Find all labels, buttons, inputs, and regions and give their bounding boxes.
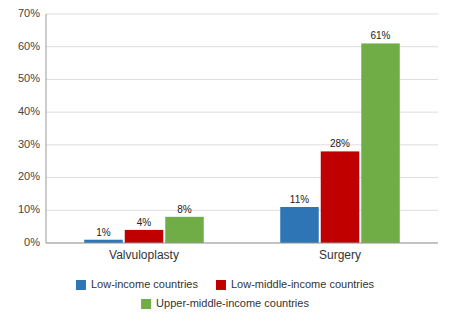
legend-swatch [216,280,226,290]
legend-item: Upper-middle-income countries [141,297,309,309]
bar [361,43,400,243]
x-axis-line [46,243,438,244]
data-label: 1% [96,227,111,238]
data-label: 61% [370,30,390,41]
data-label: 4% [137,217,152,228]
y-tick-label: 50% [18,72,40,84]
bar [125,230,164,243]
legend-swatch [141,299,151,309]
data-label: 28% [330,138,350,149]
legend-swatch [76,280,86,290]
legend-label: Upper-middle-income countries [156,297,309,309]
bar [165,217,204,243]
legend-label: Low-middle-income countries [231,278,375,290]
legend-label: Low-income countries [91,278,198,290]
legend-item: Low-income countries [76,278,198,290]
x-tick-label: Surgery [319,248,361,262]
data-labels: 1% 11% 4% 28% 8% 61% [96,30,390,237]
y-tick-label: 0% [24,236,40,248]
grid [46,14,438,243]
chart: 0% 10% 20% 30% 40% 50% 60% 70% 1% 11% 4% 28% 8% 61% Va… [0,0,450,327]
grid-line [46,14,438,15]
bar [280,207,319,243]
bar [321,151,360,243]
y-tick-label: 60% [18,40,40,52]
y-tick-label: 40% [18,105,40,117]
y-tick-label: 30% [18,138,40,150]
data-label: 11% [290,194,309,205]
legend: Low-income countries Low-middle-income co… [76,278,375,309]
y-tick-label: 70% [18,7,40,19]
y-tick-label: 20% [18,170,40,182]
data-label: 8% [177,204,192,215]
grid-line [46,243,438,244]
bars [84,43,400,243]
y-tick-label: 10% [18,203,40,215]
x-tick-label: Valvuloplasty [109,248,179,262]
y-axis-line [46,14,47,243]
legend-item: Low-middle-income countries [216,278,375,290]
